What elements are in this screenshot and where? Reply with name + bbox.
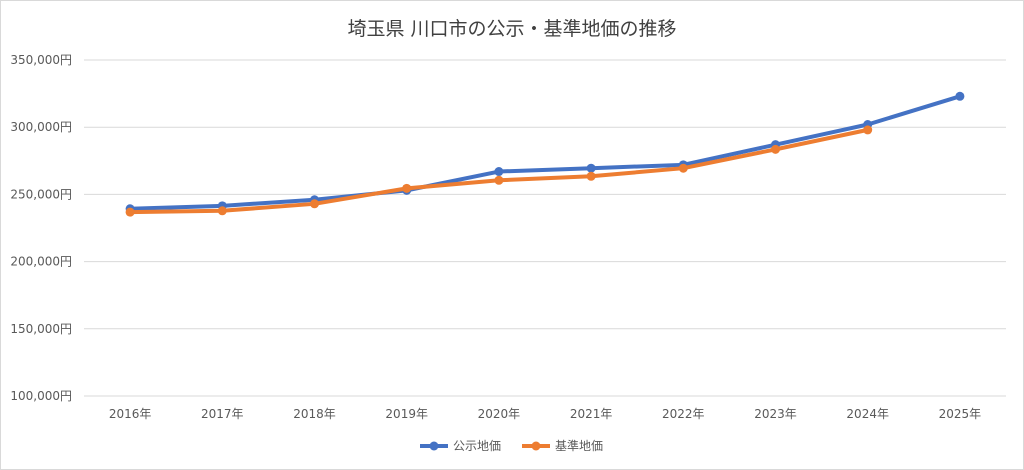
- y-tick-label: 200,000円: [10, 255, 72, 269]
- y-tick-label: 150,000円: [10, 322, 72, 336]
- x-tick-label: 2019年: [385, 407, 428, 421]
- legend-marker-1: [429, 441, 439, 451]
- x-tick-label: 2018年: [293, 407, 336, 421]
- legend-label-2: 基準地価: [555, 438, 603, 453]
- gridlines: [84, 59, 1006, 397]
- legend-label-1: 公示地価: [453, 439, 501, 453]
- data-point-2: [402, 183, 412, 193]
- data-point-2: [771, 144, 780, 154]
- data-point-2: [217, 206, 227, 216]
- data-point-2: [678, 163, 688, 173]
- data-point-2: [586, 171, 596, 181]
- data-point-1: [586, 163, 596, 173]
- y-tick-label: 350,000円: [10, 53, 72, 67]
- series-group: [125, 91, 965, 217]
- x-axis-ticks: 2016年 2017年 2018年 2019年 2020年 2021年 2022年 2023年…: [109, 407, 981, 421]
- data-point-1: [955, 91, 965, 101]
- x-tick-label: 2020年: [478, 407, 521, 421]
- x-tick-label: 2024年: [846, 407, 889, 421]
- y-tick-label: 250,000円: [10, 187, 72, 201]
- y-axis-ticks: 100,000円 150,000円 200,000円 250,000円 300,000円…: [10, 53, 72, 403]
- y-tick-label: 100,000円: [10, 389, 72, 403]
- data-point-2: [125, 207, 135, 217]
- x-tick-label: 2021年: [570, 407, 613, 421]
- legend-marker-2: [531, 441, 541, 451]
- legend: 公示地価 基準地価: [420, 438, 603, 453]
- series-line-1: [128, 94, 962, 211]
- x-tick-label: 2025年: [939, 407, 982, 421]
- chart-title: 埼玉県 川口市の公示・基準地価の推移: [347, 18, 677, 40]
- data-point-2: [863, 125, 873, 135]
- data-point-2: [310, 199, 319, 209]
- x-tick-label: 2022年: [662, 407, 705, 421]
- y-tick-label: 300,000円: [10, 120, 72, 134]
- x-tick-label: 2017年: [201, 407, 244, 421]
- x-tick-label: 2016年: [109, 407, 152, 421]
- x-tick-label: 2023年: [754, 407, 797, 421]
- data-point-2: [494, 175, 504, 185]
- data-point-1: [494, 167, 504, 177]
